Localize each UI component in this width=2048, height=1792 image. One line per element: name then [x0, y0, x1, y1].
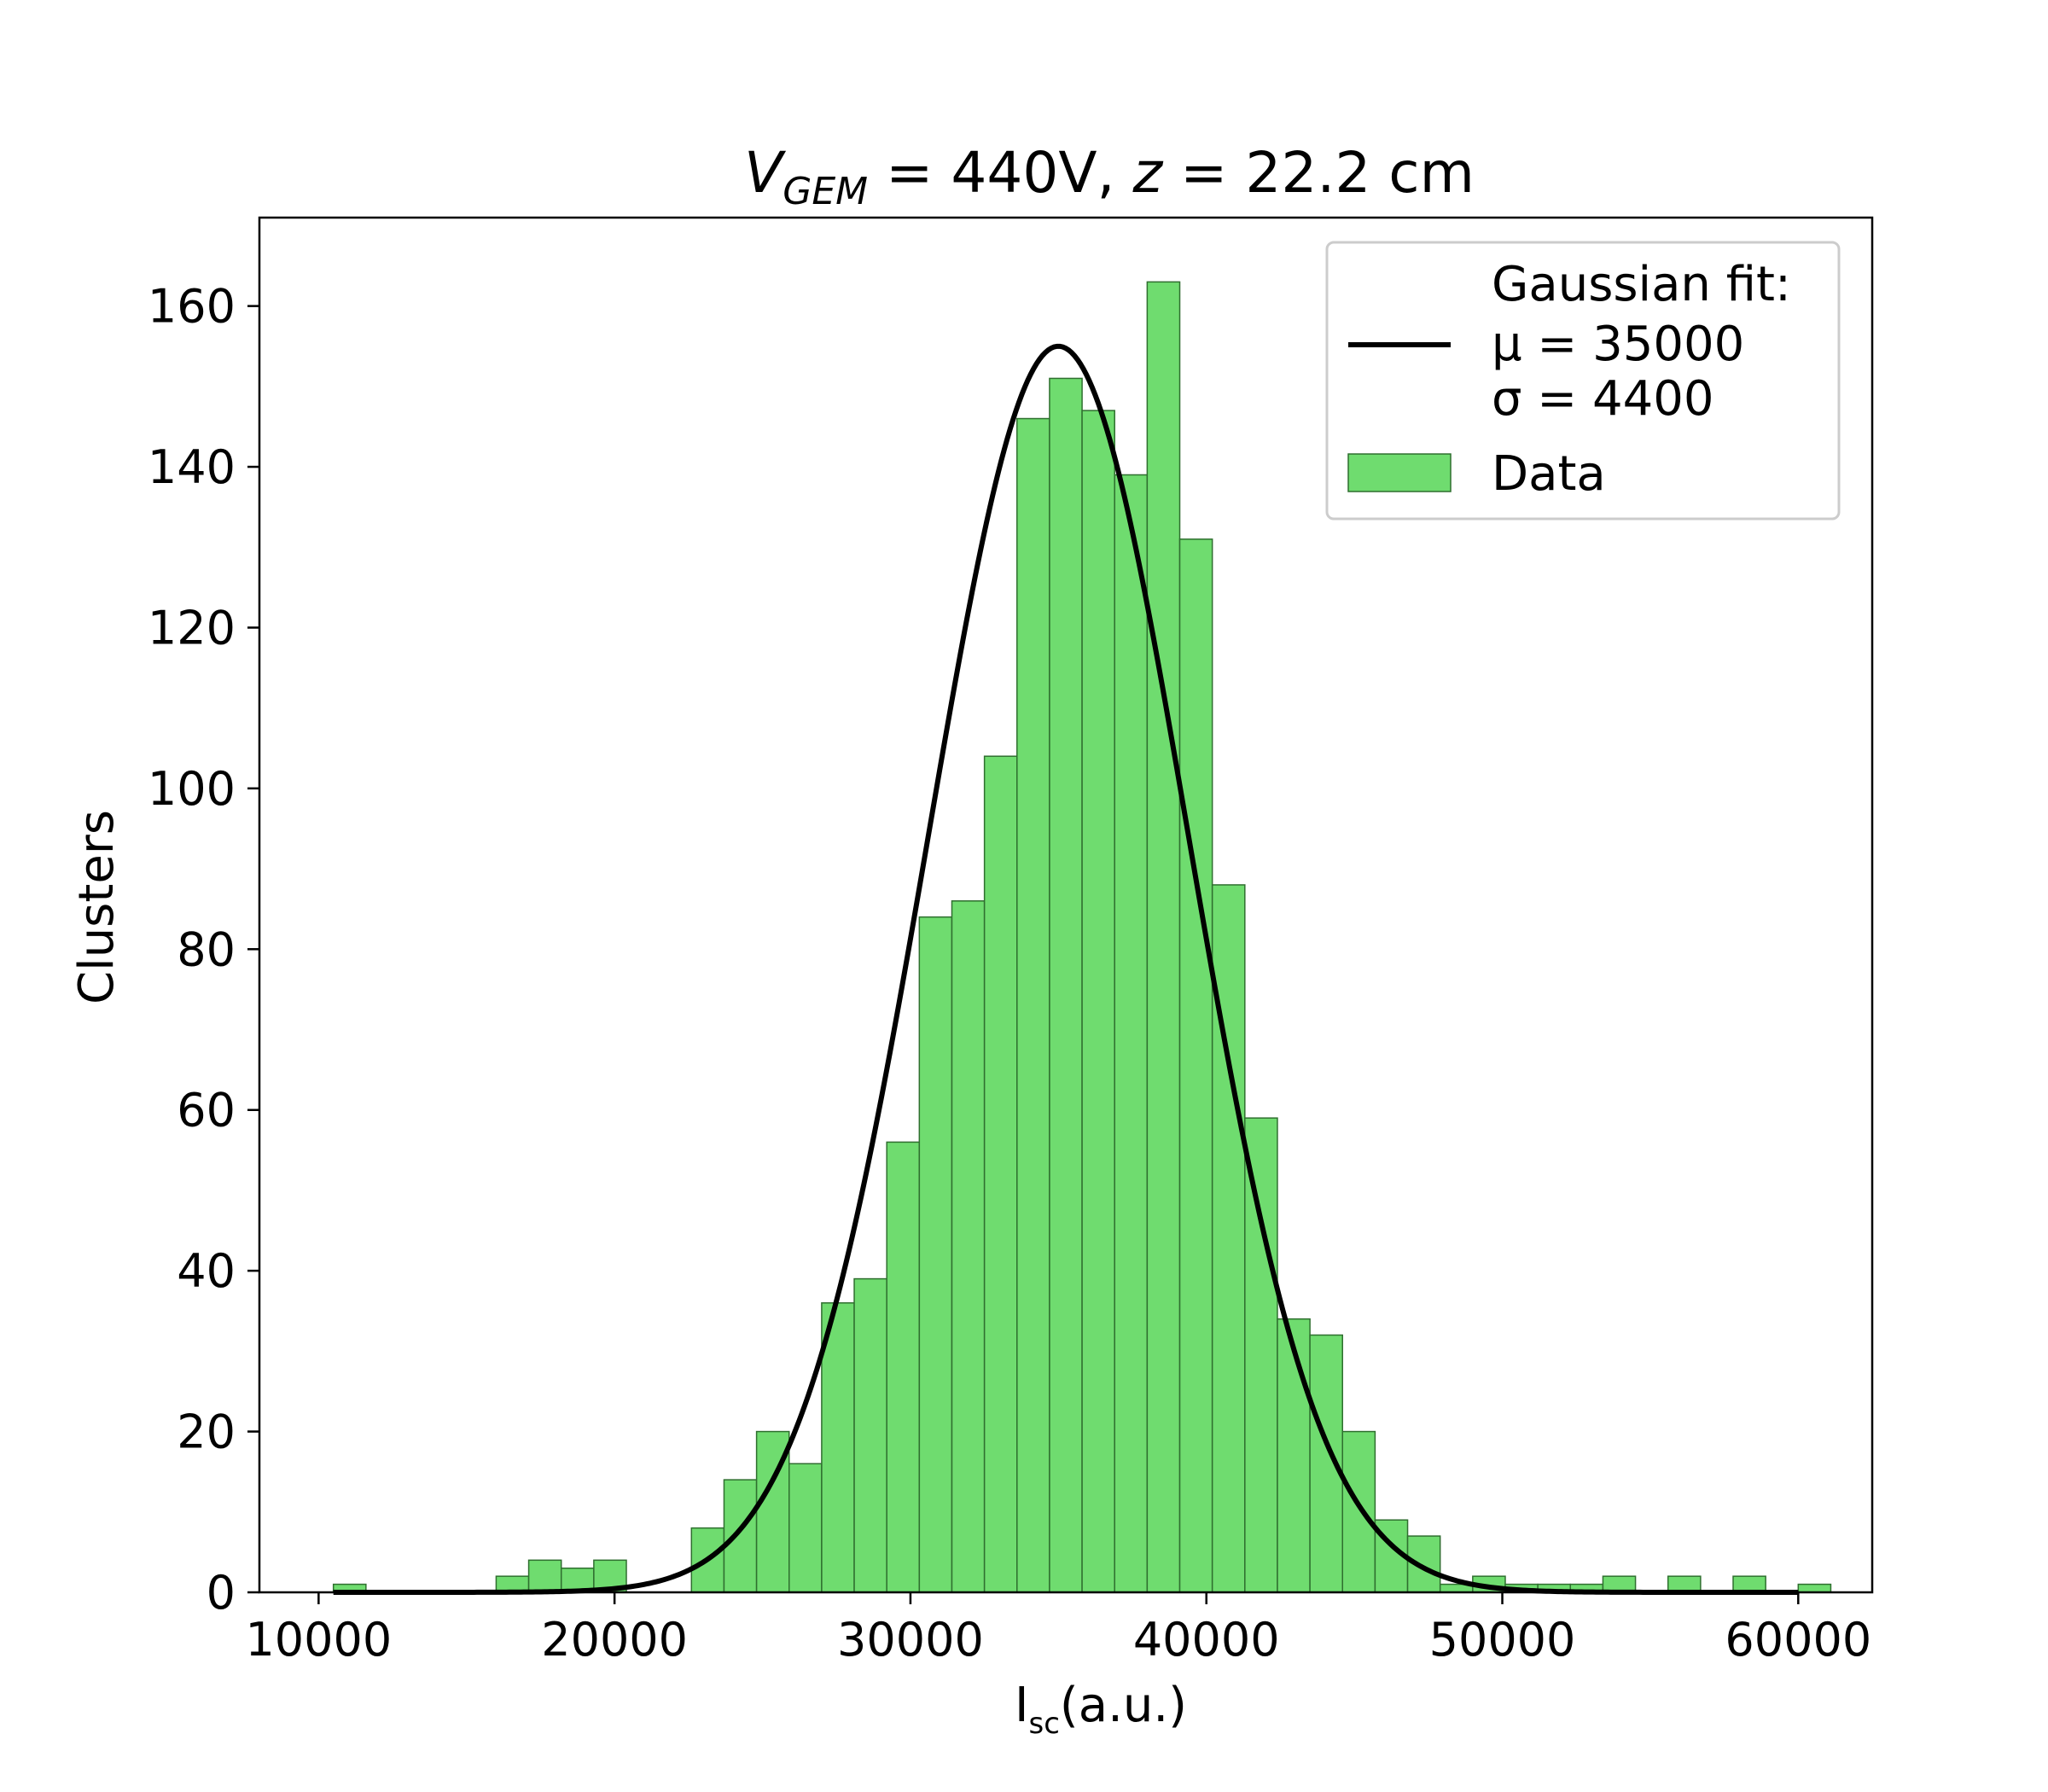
histogram-bar [1277, 1318, 1311, 1593]
plot-frame [258, 216, 1874, 1594]
y-tick-label: 80 [177, 922, 236, 976]
legend-fit-sigma: σ = 4400 [1492, 371, 1714, 427]
title-v: V [744, 140, 786, 206]
histogram-bar [1114, 474, 1149, 1593]
histogram-bar [853, 1277, 887, 1593]
y-tick-label: 120 [148, 601, 236, 655]
histogram-bar [918, 916, 953, 1593]
x-axis-label-main: I [1015, 1678, 1029, 1733]
histogram-bar [1081, 410, 1115, 1593]
x-tick-label: 10000 [245, 1613, 392, 1667]
x-axis-label-sub: sc [1028, 1707, 1059, 1741]
histogram-bar [1797, 1583, 1832, 1593]
histogram-bar [821, 1302, 855, 1593]
title-z-rest: = 22.2 cm [1162, 140, 1475, 206]
title-z: z [1132, 140, 1163, 206]
x-tick-label: 30000 [837, 1613, 984, 1667]
x-tick-label: 40000 [1133, 1613, 1280, 1667]
x-tick-label: 60000 [1725, 1613, 1871, 1667]
histogram-bar [951, 900, 986, 1593]
title-v-sub: GEM [783, 170, 868, 213]
histogram-bar [983, 755, 1018, 1593]
y-tick-label: 0 [207, 1566, 236, 1620]
histogram-bar [788, 1463, 823, 1593]
x-axis: 10000 20000 30000 40000 50000 60000 [245, 1592, 1871, 1667]
x-axis-label: Isc(a.u.) [1015, 1678, 1187, 1741]
title-rest: = 440V, [868, 140, 1132, 206]
legend-box [1325, 241, 1841, 521]
legend: Gaussian fit: μ = 35000 σ = 4400 Data [1325, 241, 1841, 521]
histogram-bar [1016, 417, 1050, 1593]
histogram-bar [1244, 1117, 1278, 1593]
y-axis: 0 20 40 60 80 100 120 140 160 [148, 280, 259, 1620]
x-tick-label: 50000 [1429, 1613, 1576, 1667]
histogram-bar [1146, 281, 1181, 1593]
y-tick-label: 40 [177, 1244, 236, 1298]
legend-data-label: Data [1492, 446, 1606, 502]
y-tick-label: 60 [177, 1084, 236, 1137]
histogram-bar [1049, 377, 1083, 1593]
histogram-bars [332, 281, 1832, 1593]
legend-data-swatch [1347, 453, 1452, 492]
y-tick-label: 20 [177, 1405, 236, 1459]
chart-title: VGEM = 440V, z = 22.2 cm [744, 140, 1475, 213]
y-tick-label: 160 [148, 280, 236, 334]
y-tick-label: 100 [148, 762, 236, 816]
y-axis-label: Clusters [69, 810, 125, 1004]
histogram-bar [527, 1559, 562, 1593]
legend-fit-mu: μ = 35000 [1492, 317, 1744, 372]
x-axis-label-rest: (a.u.) [1060, 1678, 1187, 1733]
histogram-bar [1341, 1430, 1376, 1593]
legend-fit-title: Gaussian fit: [1492, 257, 1791, 312]
x-tick-label: 20000 [541, 1613, 688, 1667]
histogram-bar [723, 1479, 758, 1593]
histogram-bar [886, 1141, 921, 1593]
y-tick-label: 140 [148, 440, 236, 494]
histogram-bar [1178, 538, 1213, 1593]
